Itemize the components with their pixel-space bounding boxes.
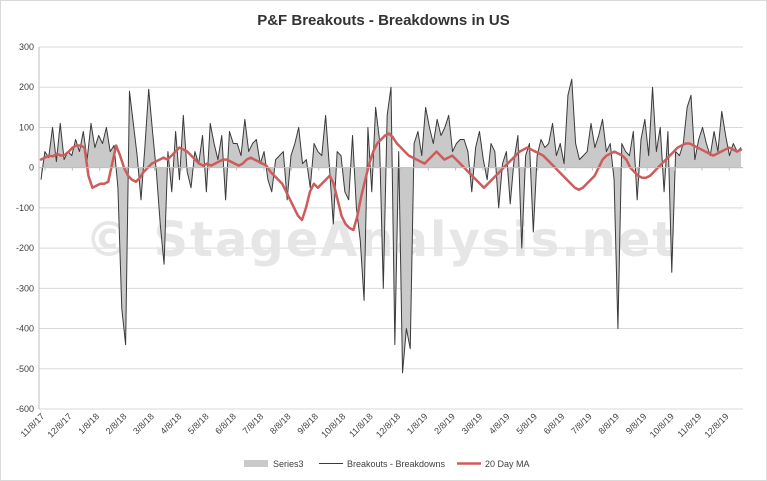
x-tick-label: 1/8/18 — [76, 411, 101, 436]
x-tick-label: 5/8/18 — [186, 411, 211, 436]
x-tick-label: 10/8/19 — [648, 411, 676, 439]
x-tick-label: 5/8/19 — [514, 411, 539, 436]
legend: Series3 Breakouts - Breakdowns 20 Day MA — [244, 459, 530, 469]
y-tick-label: -200 — [16, 243, 34, 253]
x-tick-label: 6/8/18 — [213, 411, 238, 436]
legend-swatch-series3 — [244, 460, 268, 467]
x-tick-label: 12/8/18 — [374, 411, 402, 439]
y-tick-label: -300 — [16, 283, 34, 293]
x-tick-label: 9/8/19 — [624, 411, 649, 436]
x-tick-label: 9/8/18 — [295, 411, 320, 436]
y-tick-label: -100 — [16, 203, 34, 213]
y-tick-label: -600 — [16, 404, 34, 414]
ma-line-layer — [39, 132, 743, 232]
x-tick-label: 7/8/19 — [569, 411, 594, 436]
x-tick-label: 10/8/18 — [319, 411, 347, 439]
watermark: © StageAnalysis.net — [85, 212, 677, 268]
legend-label-ma: 20 Day MA — [485, 459, 530, 469]
breakouts-breakdowns-line — [40, 78, 742, 374]
y-tick-label: 100 — [19, 122, 34, 132]
y-tick-label: 0 — [29, 163, 34, 173]
x-tick-label: 4/8/19 — [487, 411, 512, 436]
y-tick-label: -400 — [16, 324, 34, 334]
x-tick-label: 12/8/17 — [45, 411, 73, 439]
y-tick-labels: 300 200 100 0 -100 -200 -300 -400 -500 -600 — [16, 42, 34, 414]
x-tick-label: 11/8/18 — [347, 411, 375, 439]
x-tick-label: 3/8/18 — [131, 411, 156, 436]
x-tick-label: 4/8/18 — [159, 411, 184, 436]
ma-20-day-line — [39, 132, 743, 232]
y-tick-label: 300 — [19, 42, 34, 52]
x-tick-label: 8/8/19 — [596, 411, 621, 436]
x-tick-label: 2/8/18 — [104, 411, 129, 436]
x-tick-label: 11/8/19 — [676, 411, 704, 439]
x-tick-label: 11/8/17 — [19, 411, 47, 439]
legend-label-breakouts: Breakouts - Breakdowns — [347, 459, 446, 469]
x-tick-label: 3/8/19 — [460, 411, 485, 436]
x-tick-label: 8/8/18 — [268, 411, 293, 436]
x-tick-label: 1/8/19 — [405, 411, 430, 436]
breakouts-line-layer — [40, 78, 742, 374]
x-tick-label: 6/8/19 — [542, 411, 567, 436]
x-tick-label: 2/8/19 — [432, 411, 457, 436]
y-tick-label: -500 — [16, 364, 34, 374]
x-tick-labels: 11/8/17 12/8/17 1/8/18 2/8/18 3/8/18 4/8/18 5/… — [19, 411, 731, 439]
legend-label-series3: Series3 — [273, 459, 304, 469]
y-tick-label: 200 — [19, 82, 34, 92]
chart-title: P&F Breakouts - Breakdowns in US — [257, 12, 510, 29]
axes — [38, 47, 743, 409]
x-tick-label: 7/8/18 — [241, 411, 266, 436]
x-tick-label: 12/8/19 — [702, 411, 730, 439]
